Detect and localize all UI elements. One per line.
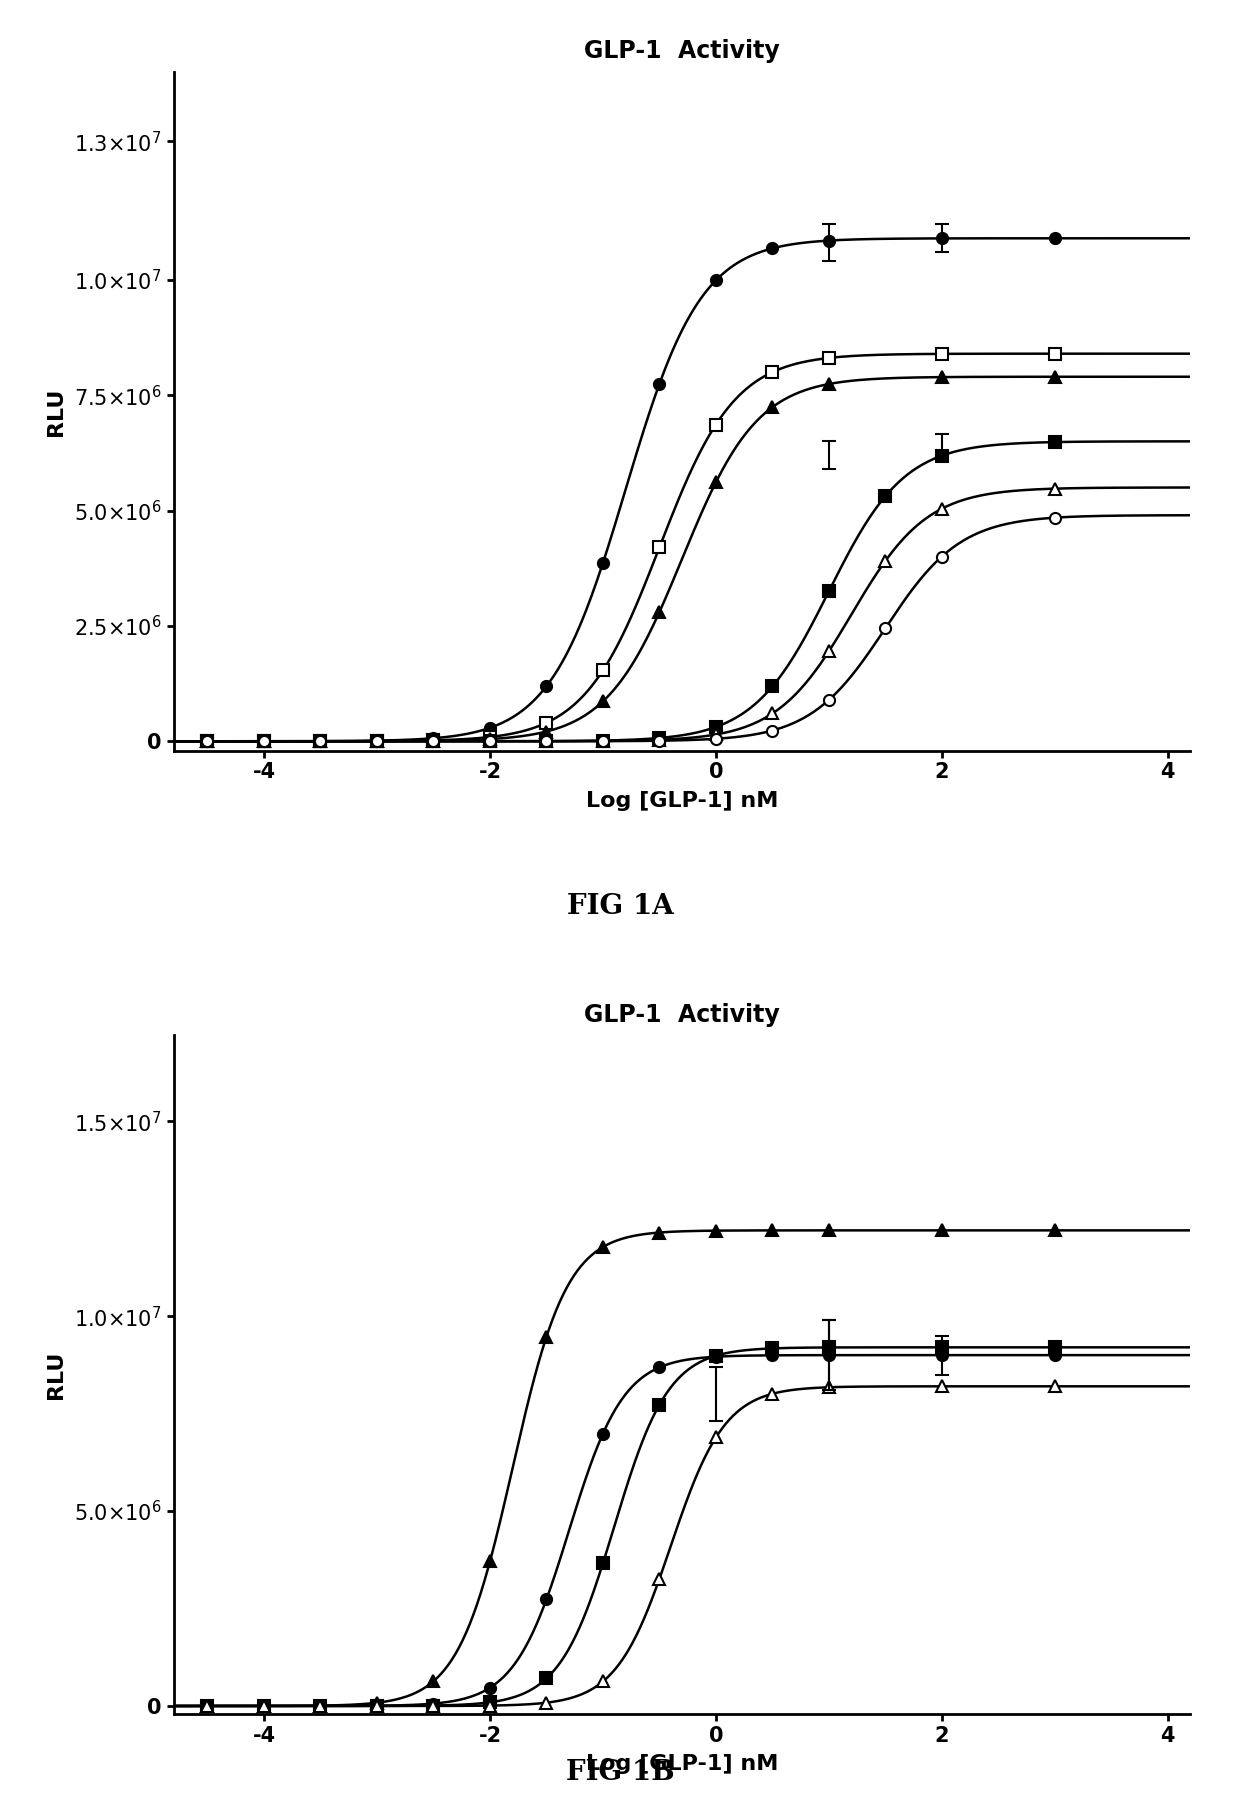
Text: FIG 1B: FIG 1B: [565, 1759, 675, 1786]
X-axis label: Log [GLP-1] nM: Log [GLP-1] nM: [585, 790, 779, 810]
X-axis label: Log [GLP-1] nM: Log [GLP-1] nM: [585, 1753, 779, 1773]
Title: GLP-1  Activity: GLP-1 Activity: [584, 40, 780, 63]
Title: GLP-1  Activity: GLP-1 Activity: [584, 1003, 780, 1026]
Text: FIG 1A: FIG 1A: [567, 893, 673, 920]
Y-axis label: RLU: RLU: [46, 388, 66, 435]
Y-axis label: RLU: RLU: [46, 1351, 66, 1398]
